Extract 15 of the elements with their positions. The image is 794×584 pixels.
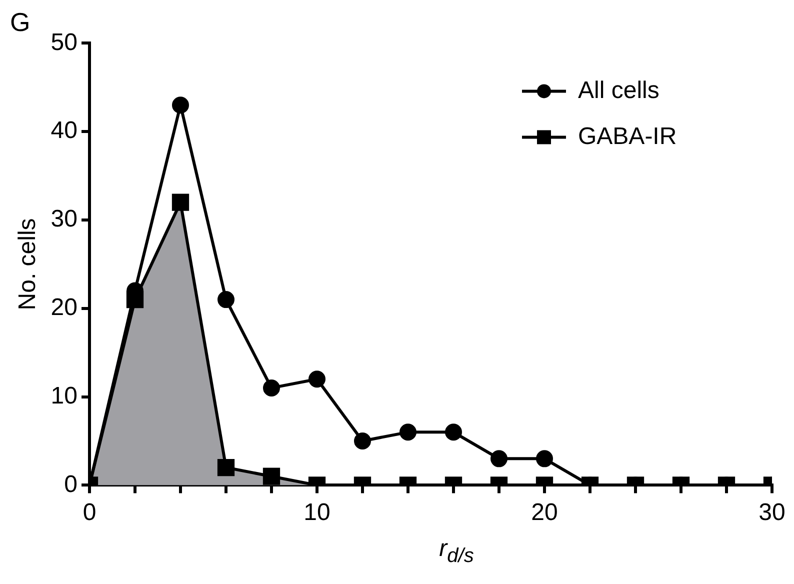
legend-label: All cells (578, 76, 660, 104)
x-tick-label: 10 (304, 499, 330, 526)
chart-title: G (10, 6, 30, 37)
y-tick-label: 0 (64, 470, 78, 498)
x-axis-title: r$_{d/s}$ (438, 535, 475, 568)
y-tick-label: 50 (50, 28, 78, 56)
x-tick-label: 20 (531, 499, 558, 526)
y-axis-title: No. cells (14, 218, 42, 310)
y-tick-label: 20 (50, 294, 78, 322)
y-tick-label: 30 (50, 206, 78, 233)
y-tick-label: 40 (50, 117, 78, 144)
x-tick-label: 0 (82, 499, 96, 526)
legend-label: GABA-IR (578, 122, 677, 150)
x-tick-label: 30 (758, 499, 786, 526)
y-tick-label: 10 (50, 382, 78, 410)
